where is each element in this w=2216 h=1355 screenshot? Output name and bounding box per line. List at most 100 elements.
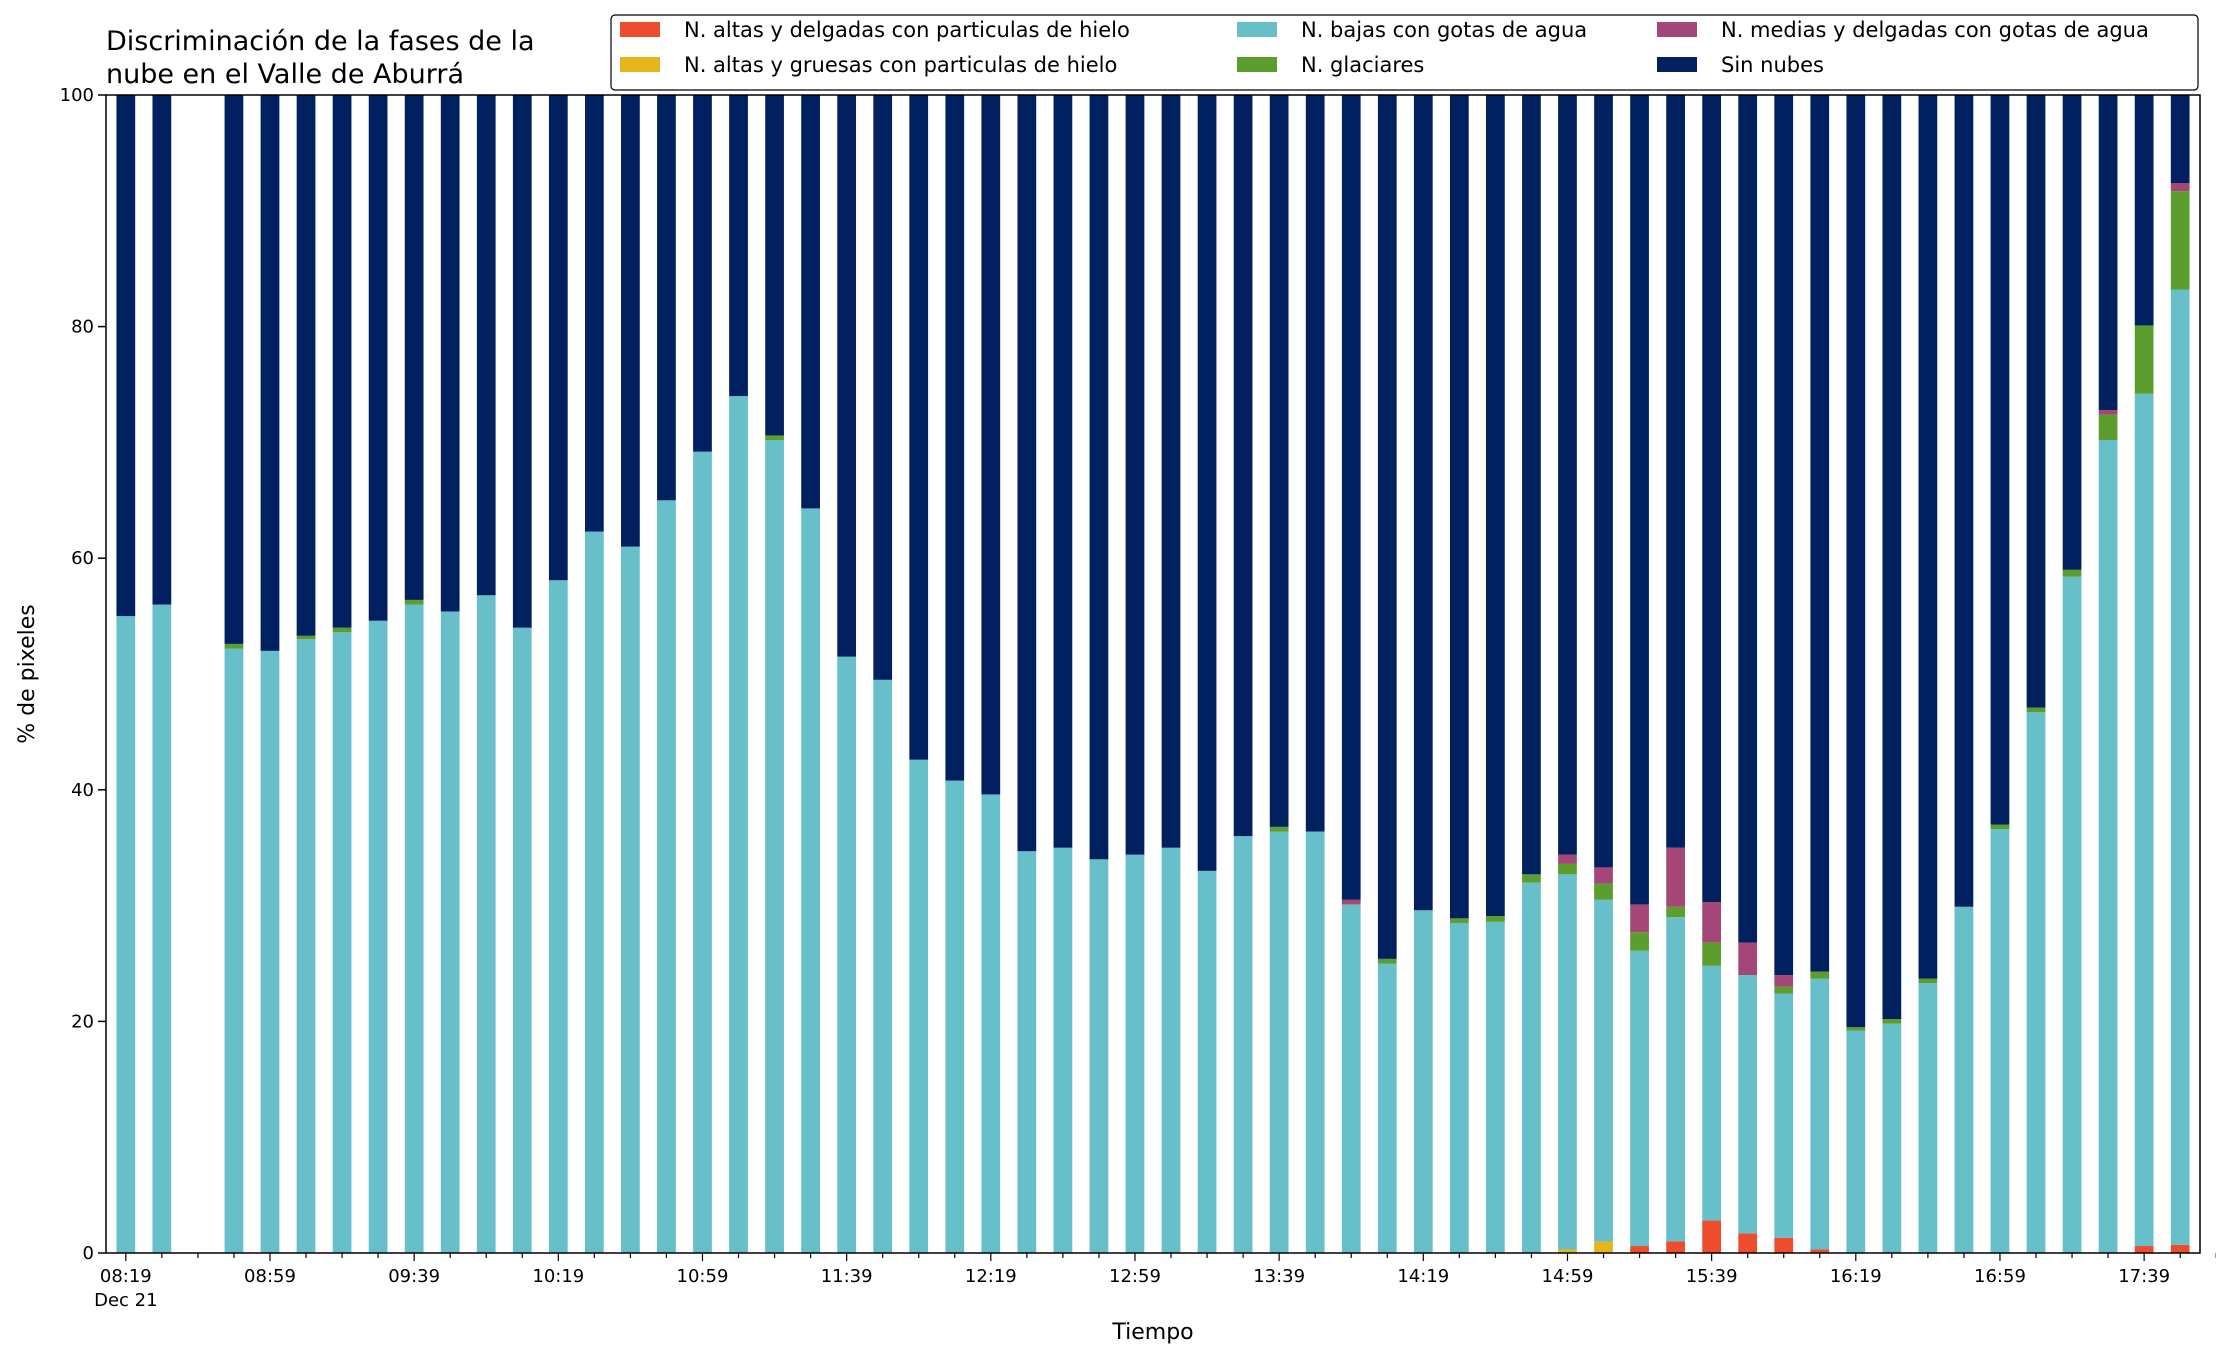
bar-segment-1539-s5 (1702, 95, 1722, 903)
bar-segment-1339-s3 (1269, 826, 1289, 832)
bar-segment-1539-s3 (1702, 942, 1722, 966)
y-tick-label-80: 80 (71, 317, 94, 338)
bar-segment-1619-s3 (1846, 1027, 1866, 1031)
bar-segment-1309-s2 (1161, 847, 1181, 1253)
bar-segment-1519-s0 (1630, 1246, 1649, 1253)
legend-swatch-2 (1237, 22, 1277, 37)
bar-segment-1029-s5 (584, 95, 604, 532)
bar-segment-1519-s4 (1630, 904, 1649, 933)
bar-segment-1409-s2 (1377, 963, 1397, 1253)
bar-segment-1529-s3 (1666, 906, 1685, 918)
bar-segment-1119-s2 (765, 440, 784, 1254)
x-tick-label-0819: 08:19 (100, 1266, 152, 1287)
bar-segment-1449-s3 (1522, 874, 1541, 883)
bar-segment-0859-s5 (260, 95, 280, 651)
bar-segment-1159-s2 (909, 759, 929, 1253)
x-tick-label-1739: 17:39 (2118, 1266, 2170, 1287)
legend-label-1: N. altas y gruesas con particulas de hie… (684, 53, 1117, 77)
bar-segment-1639-s2 (1918, 983, 1938, 1253)
bar-segment-0929-s5 (368, 95, 388, 621)
bar-segment-1139-s2 (837, 656, 857, 1253)
bar-segment-1509-s4 (1594, 867, 1613, 884)
bar-segment-0909-s3 (296, 635, 316, 640)
bar-segment-1529-s0 (1666, 1241, 1685, 1253)
bar-segment-1429-s5 (1449, 95, 1469, 919)
bar-segment-1519-s2 (1630, 950, 1649, 1247)
x-tick-sublabel: Dec 21 (94, 1290, 157, 1311)
bar-segment-1559-s3 (1774, 986, 1794, 994)
bar-segment-0829-s5 (152, 95, 172, 605)
bar-segment-1619-s2 (1846, 1030, 1866, 1253)
bar-segment-1409-s3 (1377, 958, 1397, 964)
bar-segment-0939-s2 (404, 604, 424, 1253)
bar-segment-1239-s5 (1053, 95, 1073, 848)
bar-segment-1029-s2 (584, 531, 604, 1253)
bar-segment-1729-s3 (2098, 414, 2118, 441)
legend-label-0: N. altas y delgadas con particulas de hi… (684, 18, 1130, 42)
bar-segment-1749-s0 (2170, 1244, 2190, 1253)
bar-segment-1739-s2 (2134, 393, 2154, 1247)
bar-segment-1019-s2 (548, 580, 568, 1253)
chart-title-line-2: nube en el Valle de Aburrá (106, 59, 464, 90)
legend-swatch-4 (1657, 22, 1697, 37)
bar-segment-1719-s3 (2062, 569, 2082, 577)
bar-segment-1549-s5 (1738, 95, 1758, 943)
bar-segment-1439-s5 (1486, 95, 1505, 917)
bar-segment-1149-s2 (873, 679, 893, 1253)
bar-segment-1229-s5 (1017, 95, 1037, 852)
bar-segment-1219-s5 (981, 95, 1001, 795)
bar-segment-0939-s3 (404, 599, 424, 605)
y-axis: 0 20 40 60 80 100 (60, 85, 106, 1264)
bar-segment-1259-s5 (1125, 95, 1145, 855)
bar-segment-1249-s5 (1089, 95, 1109, 860)
y-tick-label-0: 0 (83, 1243, 94, 1264)
bar-segment-1729-s5 (2098, 95, 2118, 410)
bar-segment-1039-s5 (621, 95, 640, 547)
bar-segment-1549-s4 (1738, 942, 1758, 976)
bar-segment-1749-s5 (2170, 95, 2190, 184)
y-tick-label-60: 60 (71, 548, 94, 569)
bar-segment-1339-s5 (1269, 95, 1289, 827)
bar-segment-0909-s2 (296, 639, 316, 1253)
bar-segment-0859-s2 (260, 650, 280, 1253)
bar-segment-1619-s5 (1846, 95, 1866, 1028)
bar-segment-0849-s3 (224, 643, 244, 649)
bar-segment-1129-s5 (801, 95, 820, 509)
legend-label-3: N. glaciares (1301, 53, 1424, 77)
bar-segment-1409-s5 (1377, 95, 1397, 959)
bar-segment-1339-s2 (1269, 831, 1289, 1253)
bar-segment-1649-s2 (1954, 906, 1974, 1253)
bar-segment-1519-s5 (1630, 95, 1649, 905)
y-tick-label-20: 20 (71, 1011, 94, 1032)
bar-segment-1459-s4 (1558, 854, 1577, 864)
bar-segment-1159-s5 (909, 95, 929, 760)
bar-segment-1359-s2 (1341, 904, 1361, 1253)
bar-segment-1709-s3 (2026, 707, 2046, 713)
bar-segment-1539-s0 (1702, 1220, 1722, 1253)
bar-segment-1439-s3 (1486, 916, 1505, 922)
bar-segment-1559-s2 (1774, 993, 1794, 1238)
bar-segment-1009-s2 (512, 627, 532, 1253)
bar-segment-1109-s5 (729, 95, 748, 397)
bar-segment-1449-s2 (1522, 882, 1541, 1253)
bar-segment-1129-s2 (801, 508, 820, 1253)
bar-segment-1219-s2 (981, 794, 1001, 1253)
bar-segment-1609-s5 (1810, 95, 1830, 972)
bar-segment-1349-s5 (1305, 95, 1325, 832)
bar-segment-1459-s5 (1558, 95, 1577, 855)
bar-segment-1209-s2 (945, 780, 965, 1253)
legend-label-5: Sin nubes (1721, 53, 1824, 77)
bar-segment-1509-s5 (1594, 95, 1613, 868)
bar-segment-1329-s5 (1233, 95, 1253, 837)
bar-segment-1659-s3 (1990, 824, 2010, 830)
bar-segment-1719-s5 (2062, 95, 2082, 570)
legend-swatch-1 (620, 57, 660, 72)
legend-box (610, 14, 2199, 91)
x-tick-label-1459: 14:59 (1542, 1266, 1594, 1287)
bar-segment-0909-s5 (296, 95, 316, 636)
x-tick-label-1339: 13:39 (1253, 1266, 1305, 1287)
bar-segment-0819-s2 (116, 616, 136, 1253)
bar-segment-1509-s1 (1594, 1241, 1613, 1253)
bar-segment-1609-s2 (1810, 978, 1830, 1250)
